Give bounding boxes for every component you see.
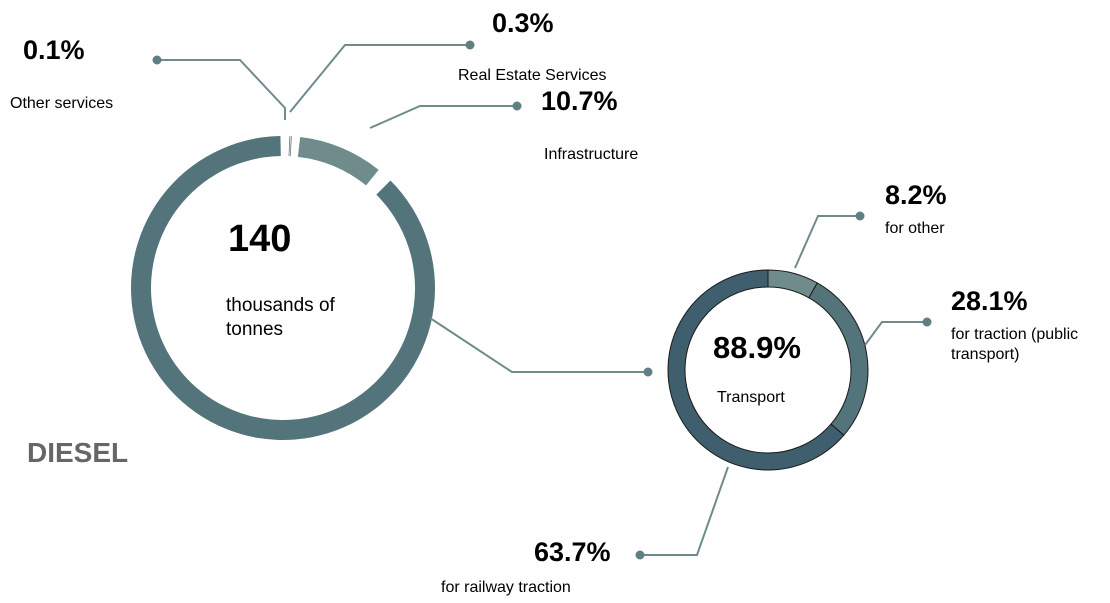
slice-for-railway-traction — [667, 269, 845, 471]
leader-real-estate — [289, 44, 470, 113]
slice-label-infrastructure: Infrastructure — [544, 146, 639, 163]
slice-real-estate-services — [289, 136, 292, 157]
slice-label-public-transport: for traction (public transport) — [951, 326, 1079, 363]
leader-other-services — [157, 59, 286, 120]
leader-other-services-dot — [152, 55, 162, 65]
value-label-other-services: 0.1% — [23, 35, 85, 65]
leader-transport-dot — [643, 367, 653, 377]
value-label-infrastructure: 10.7% — [541, 86, 618, 116]
leader-railway-traction — [640, 466, 729, 556]
slice-label-for-other: for other — [885, 220, 945, 237]
value-label-railway-traction: 63.7% — [534, 537, 611, 567]
slice-label-railway-traction: for railway traction — [441, 579, 571, 596]
value-label-public-transport: 28.1% — [951, 286, 1028, 316]
leader-public-transport-dot — [922, 317, 932, 327]
leader-infrastructure-dot — [512, 101, 522, 111]
value-label-for-other: 8.2% — [885, 180, 947, 210]
slice-for-other — [767, 269, 818, 299]
slice-for-traction-public-transport — [808, 282, 869, 436]
leader-infrastructure — [369, 105, 517, 129]
leader-for-other — [794, 215, 860, 269]
chart-title: DIESEL — [27, 437, 129, 468]
leader-public-transport — [864, 321, 927, 346]
center-value: 140 — [228, 218, 292, 260]
slice-label-other-services: Other services — [10, 95, 114, 112]
value-label-real-estate: 0.3% — [492, 8, 554, 38]
leader-for-other-dot — [855, 211, 865, 221]
leader-transport — [429, 317, 648, 373]
slice-other-services — [288, 136, 291, 157]
transport-center-value: 88.9% — [713, 330, 801, 365]
leader-real-estate-dot — [465, 40, 475, 50]
slice-infrastructure — [297, 136, 379, 186]
slice-label-real-estate: Real Estate Services — [458, 67, 607, 84]
center-label: thousands of tonnes — [226, 295, 335, 340]
transport-center-label: Transport — [717, 389, 785, 406]
leader-railway-traction-dot — [635, 550, 645, 560]
slice-transport — [131, 136, 436, 440]
